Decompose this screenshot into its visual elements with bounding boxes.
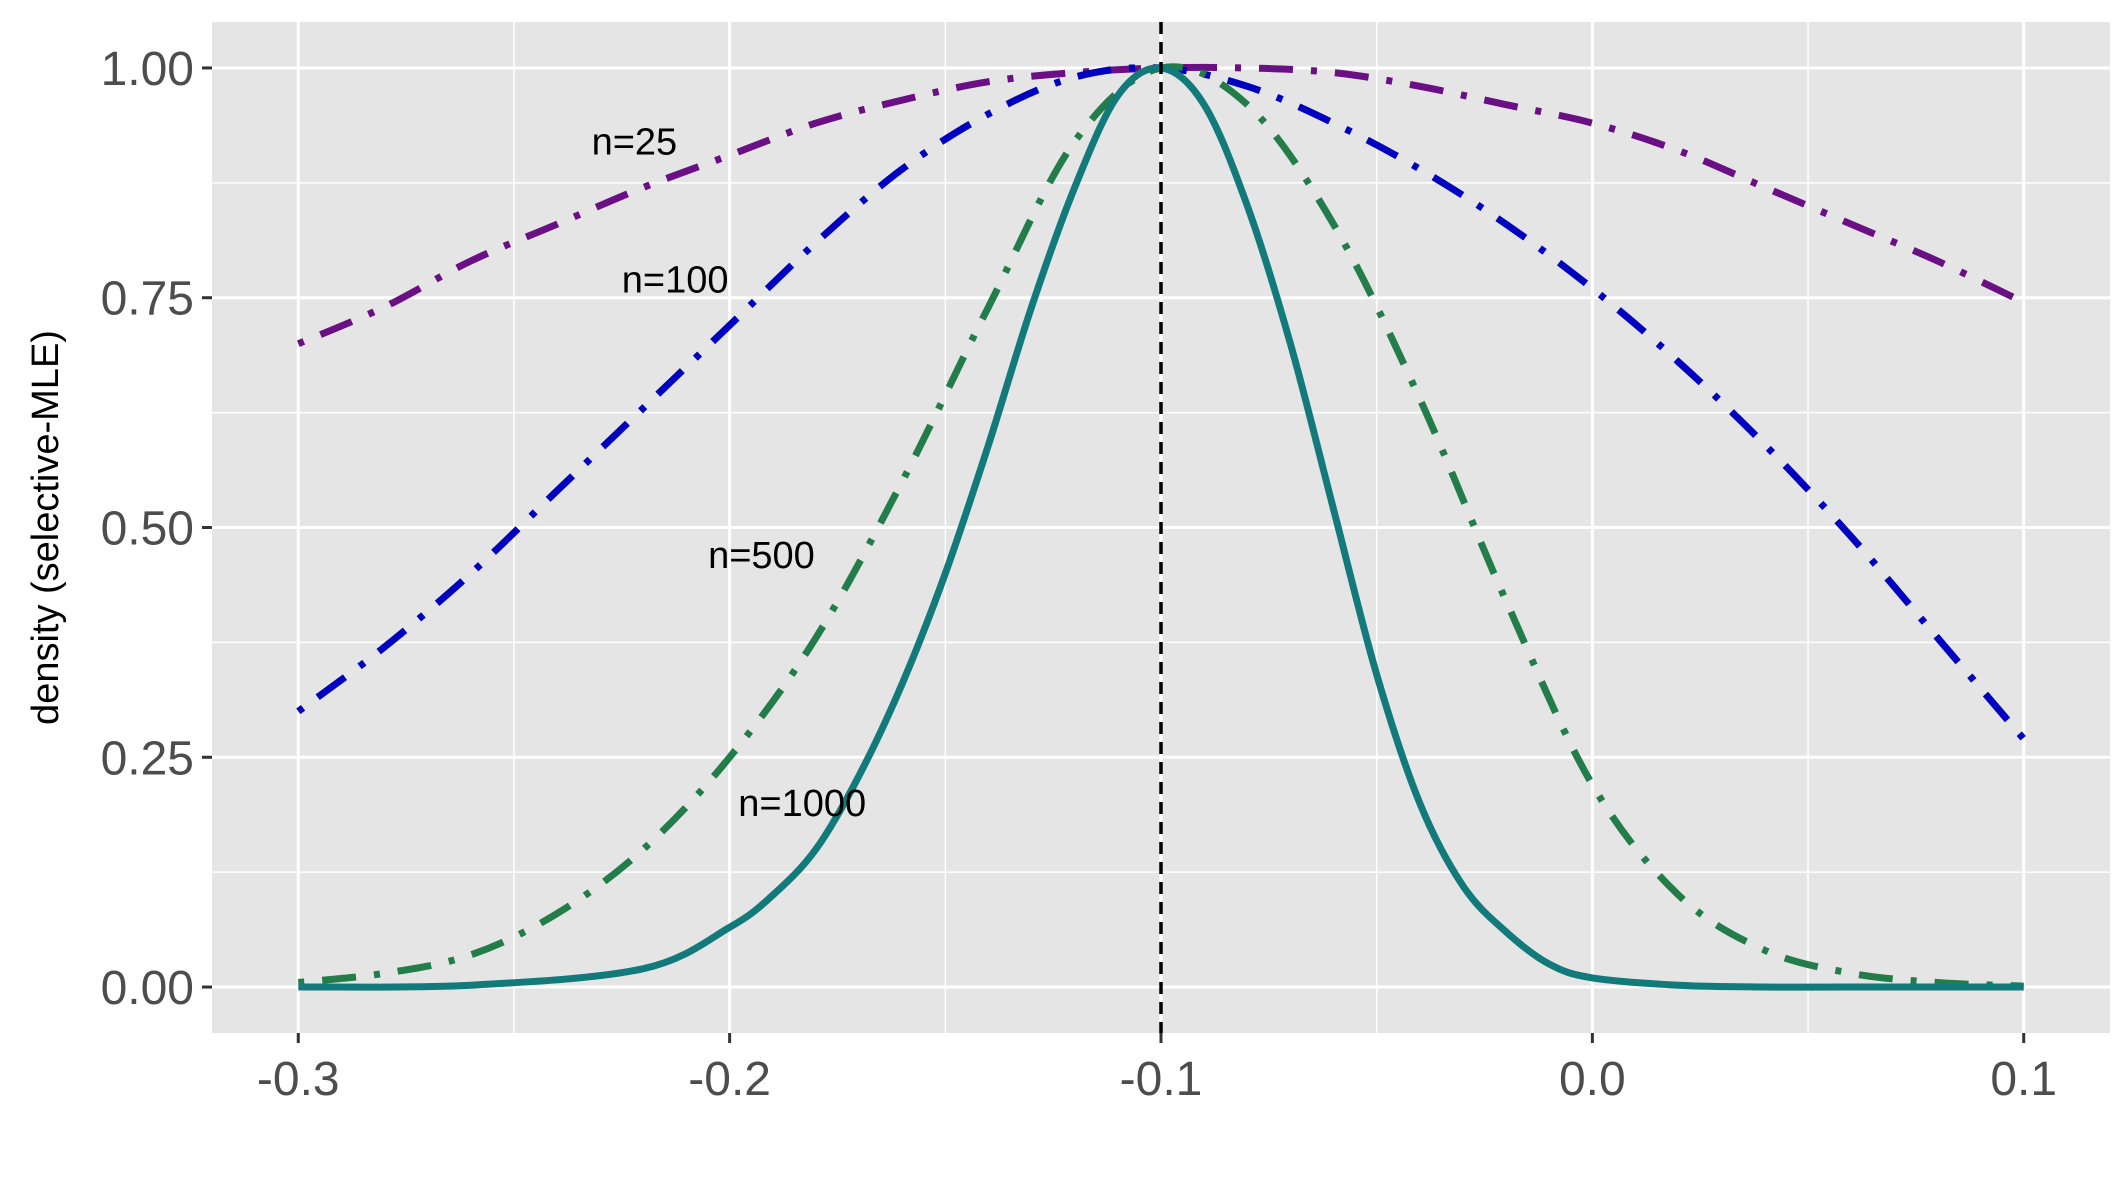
x-axis: -0.3 -0.2 -0.1 0.0 0.1 (257, 1033, 2057, 1106)
series-line-n-1000 (298, 64, 2024, 991)
x-tick-label: 0.1 (1990, 1053, 2057, 1106)
y-tick-label: 0.50 (101, 503, 194, 556)
curve-label: n=100 (622, 259, 729, 301)
x-tick-label: -0.3 (257, 1053, 340, 1106)
x-tick-label: -0.1 (1120, 1053, 1203, 1106)
y-tick-label: 0.00 (101, 962, 194, 1015)
y-axis-title: density (selective-MLE) (25, 330, 67, 725)
curve-labels: n=25 n=100 n=500 n=1000 (592, 121, 867, 825)
curve-label: n=1000 (738, 783, 866, 825)
y-axis: 0.00 0.25 0.50 0.75 1.00 (101, 43, 212, 1015)
x-tick-label: -0.2 (688, 1053, 771, 1106)
y-tick-label: 1.00 (101, 43, 194, 96)
x-tick-label: 0.0 (1559, 1053, 1626, 1106)
curve-label: n=25 (592, 121, 678, 163)
curve-label: n=500 (708, 535, 815, 577)
y-tick-label: 0.25 (101, 732, 194, 785)
y-tick-label: 0.75 (101, 273, 194, 326)
